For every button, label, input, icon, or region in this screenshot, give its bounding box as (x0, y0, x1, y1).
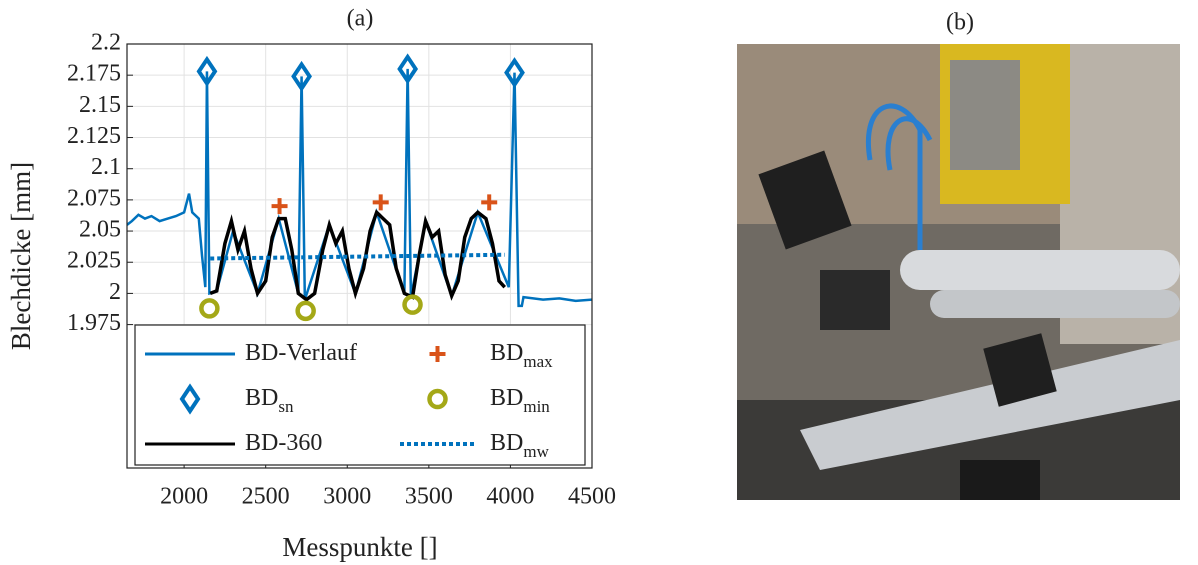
y-tick-label: 2.05 (79, 217, 121, 243)
y-tick-label: 2.1 (91, 154, 121, 180)
y-tick-label: 2 (109, 279, 121, 305)
x-axis-label: Messpunkte [] (282, 532, 437, 562)
x-tick-label: 2500 (242, 484, 290, 510)
y-tick-label: 2.125 (67, 123, 121, 149)
data-line (209, 209, 507, 302)
y-tick-label: 2.2 (91, 30, 121, 56)
legend-box (134, 324, 586, 466)
marker-plus (271, 198, 288, 215)
legend-label: BDmax (490, 340, 553, 371)
y-tick-label: 2.175 (67, 61, 121, 87)
marker-circle (295, 300, 316, 322)
marker-diamond (504, 57, 525, 89)
data-line (210, 252, 505, 261)
y-tick-label: 2.025 (67, 248, 121, 274)
legend-subscript: mw (523, 442, 549, 461)
legend-name: BD-360 (245, 430, 322, 456)
marker-plus (481, 194, 498, 211)
marker-circle (402, 294, 423, 315)
plot-content (127, 53, 592, 322)
y-tick-label: 1.975 (67, 310, 121, 336)
marker-diamond (196, 55, 218, 88)
y-tick-label: 2.15 (79, 92, 121, 118)
plot-frame (126, 43, 593, 469)
legend-name: BD (490, 340, 523, 366)
chart-title: (a) (347, 6, 374, 32)
marker-diamond (179, 383, 201, 415)
legend-label: BD-Verlauf (245, 340, 357, 366)
legend-name: BD (490, 430, 523, 456)
y-axis-label: Blechdicke [mm] (6, 162, 36, 350)
marker-diamond (397, 53, 419, 85)
legend-subscript: max (523, 352, 553, 371)
marker-plus (429, 346, 446, 362)
y-tick-label: 2.075 (67, 185, 121, 211)
legend-label: BDmin (490, 385, 550, 416)
legend-name: BD (245, 385, 278, 411)
x-tick-label: 4000 (486, 484, 534, 510)
x-tick-label: 2000 (160, 484, 208, 510)
legend-label: BDsn (245, 385, 294, 416)
marker-circle (199, 298, 220, 319)
legend-label: BDmw (490, 430, 550, 461)
marker-plus (372, 194, 389, 211)
legend-label: BD-360 (245, 430, 322, 456)
legend-subscript: sn (278, 397, 294, 416)
photo (737, 44, 1180, 500)
marker-diamond (291, 60, 312, 93)
legend-subscript: min (523, 397, 550, 416)
x-tick-label: 3000 (323, 484, 371, 510)
legend-name: BD (490, 385, 523, 411)
x-tick-label: 3500 (405, 484, 453, 510)
photo-label: (b) (946, 10, 974, 36)
legend-name: BD-Verlauf (245, 340, 357, 366)
x-tick-label: 4500 (568, 484, 616, 510)
marker-circle (427, 388, 448, 410)
